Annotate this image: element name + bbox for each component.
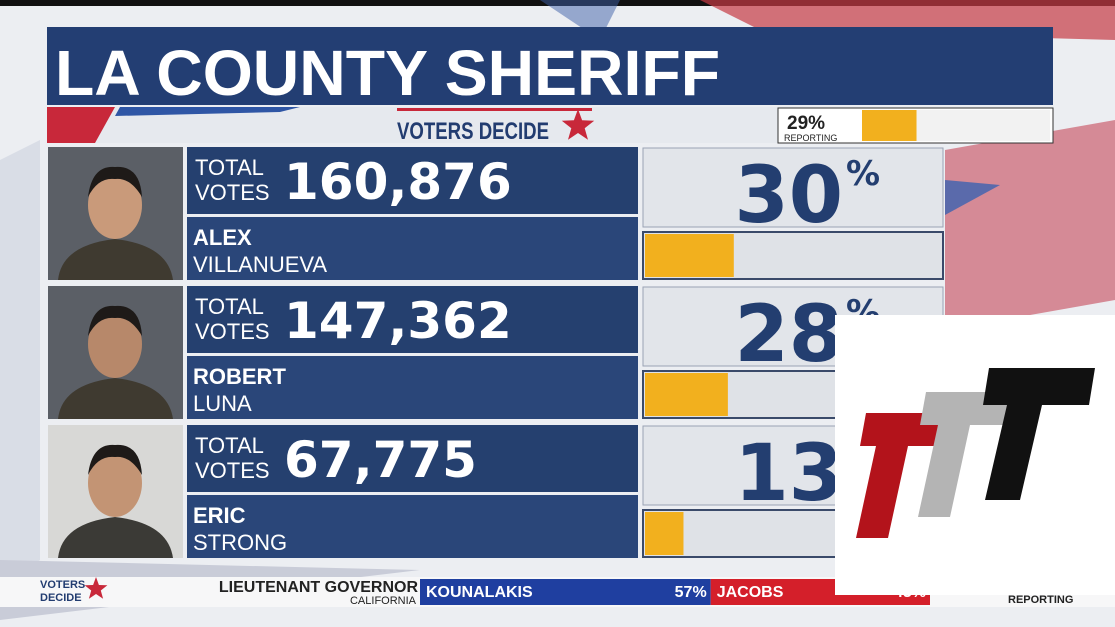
- ticker-brand: DECIDE: [40, 592, 82, 604]
- votes: 147,362: [284, 292, 512, 350]
- votes-panel: [187, 425, 638, 492]
- votes: 67,775: [284, 431, 477, 489]
- name-panel: [187, 356, 638, 419]
- photo-hair: [88, 166, 142, 197]
- last-name: LUNA: [193, 391, 252, 416]
- percent-bar: [645, 373, 728, 416]
- ticker-state: CALIFORNIA: [350, 595, 417, 607]
- photo-hair: [88, 444, 142, 475]
- votes-panel: [187, 286, 638, 353]
- logo-letter: [856, 413, 955, 538]
- votes-caption: TOTAL: [195, 433, 264, 458]
- photo-body: [58, 239, 173, 280]
- photo-head: [88, 310, 142, 378]
- brand-rule: [397, 108, 592, 111]
- percent: 13: [734, 429, 843, 519]
- name-panel: [187, 495, 638, 558]
- votes-panel: [187, 147, 638, 214]
- percent: 30: [734, 151, 843, 241]
- stripe: [47, 107, 115, 143]
- logo-letter: [983, 368, 1095, 500]
- last-name: VILLANUEVA: [193, 252, 327, 277]
- ticker-name: JACOBS: [717, 584, 784, 601]
- votes-caption: TOTAL: [195, 294, 264, 319]
- photo-head: [88, 449, 142, 517]
- bg-shape: [0, 140, 40, 590]
- ticker-bar: [420, 579, 711, 605]
- brand: VOTERS DECIDE: [397, 118, 549, 145]
- votes: 160,876: [284, 153, 512, 211]
- ticker-brand: VOTERS: [40, 579, 85, 591]
- reporting-value: 29%: [787, 113, 825, 134]
- bg-shape: [945, 180, 1000, 215]
- percent: 28: [734, 290, 843, 380]
- first-name: ALEX: [193, 225, 252, 250]
- ticker-percent: 57%: [675, 584, 707, 601]
- stripe: [115, 107, 300, 116]
- photo-hair: [88, 305, 142, 336]
- logo-letter: [918, 392, 1018, 517]
- votes-caption: VOTES: [195, 319, 270, 344]
- reporting-caption: REPORTING: [784, 133, 837, 143]
- photo-body: [58, 517, 173, 558]
- name-panel: [187, 217, 638, 280]
- first-name: ERIC: [193, 503, 246, 528]
- ticker-name: KOUNALAKIS: [426, 584, 533, 601]
- percent-bar: [645, 512, 684, 555]
- ticker-star: [84, 577, 108, 599]
- last-name: STRONG: [193, 530, 287, 555]
- title: LA COUNTY SHERIFF: [55, 37, 720, 109]
- ticker-race: LIEUTENANT GOVERNOR: [219, 579, 419, 596]
- percent-box: [642, 147, 944, 228]
- votes-caption: TOTAL: [195, 155, 264, 180]
- votes-caption: VOTES: [195, 180, 270, 205]
- title-box: [47, 27, 1053, 105]
- ticker-reporting: REPORTING: [1008, 594, 1073, 606]
- percent-unit: %: [846, 154, 880, 194]
- percent-bar: [645, 234, 734, 277]
- photo-body: [58, 378, 173, 419]
- bg-shape: [945, 120, 1115, 330]
- reporting-bar: [862, 110, 917, 141]
- watermark-logo: [835, 315, 1115, 595]
- first-name: ROBERT: [193, 364, 286, 389]
- photo-head: [88, 171, 142, 239]
- brand-star: [561, 109, 595, 140]
- votes-caption: VOTES: [195, 458, 270, 483]
